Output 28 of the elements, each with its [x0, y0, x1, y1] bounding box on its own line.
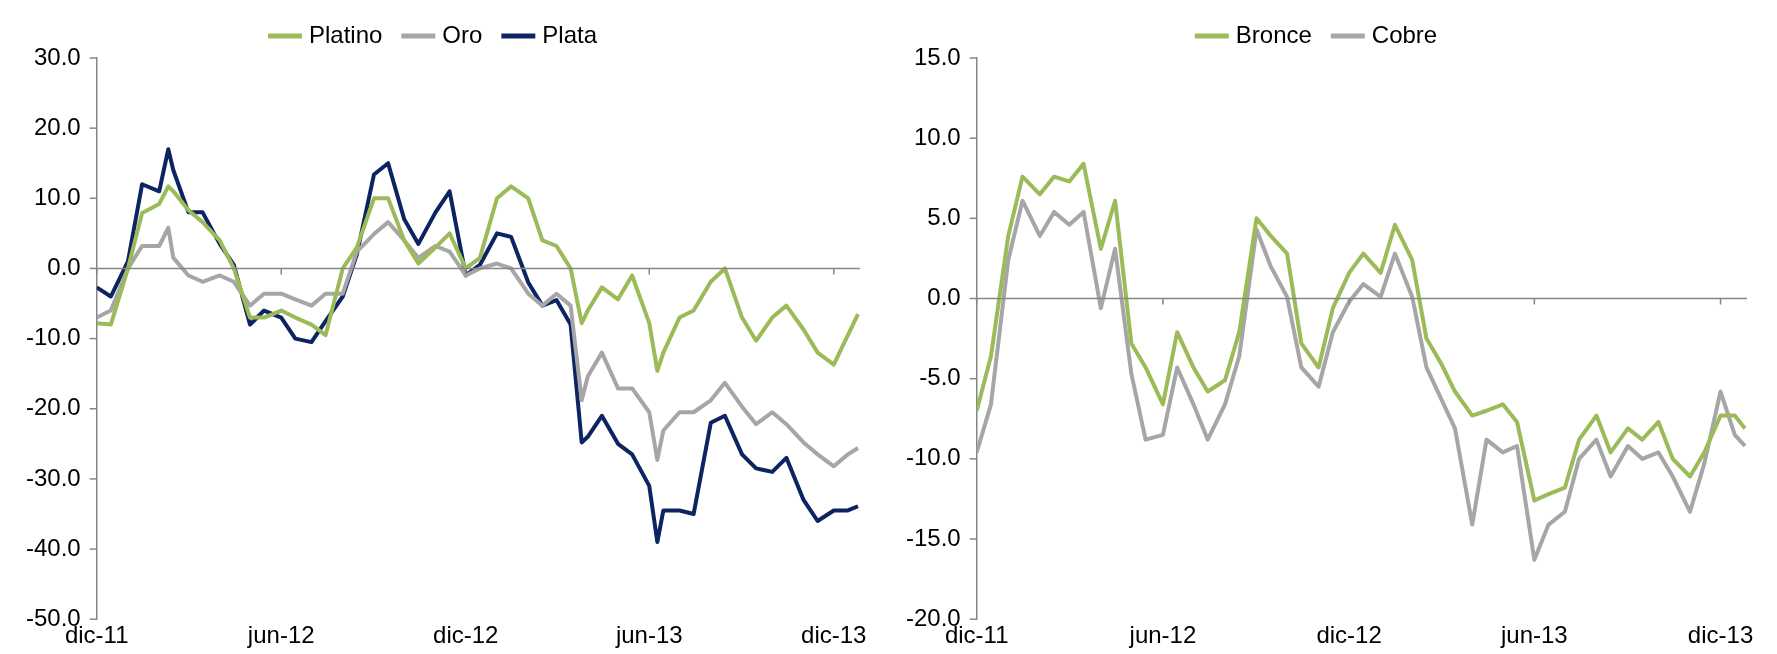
y-tick-label: -20.0: [26, 393, 81, 421]
y-tick-label: -40.0: [26, 533, 81, 561]
y-tick-label: 10.0: [913, 122, 961, 150]
legend-label: Platino: [308, 20, 383, 48]
y-tick-label: 0.0: [927, 283, 961, 311]
y-tick-label: 10.0: [33, 182, 81, 210]
legend-label: Bronce: [1235, 20, 1312, 48]
x-tick-label: jun-12: [1128, 621, 1197, 649]
y-tick-label: 5.0: [927, 202, 961, 230]
y-tick-label: 15.0: [913, 42, 961, 70]
x-tick-label: jun-13: [1499, 621, 1568, 649]
y-tick-label: -5.0: [919, 363, 961, 391]
x-tick-label: dic-12: [1316, 621, 1382, 649]
y-tick-label: 0.0: [47, 253, 81, 281]
x-tick-label: jun-12: [246, 621, 315, 649]
legend-label: Cobre: [1371, 20, 1438, 48]
y-tick-label: -30.0: [26, 463, 81, 491]
x-tick-label: dic-12: [433, 621, 499, 649]
y-tick-label: -10.0: [906, 443, 961, 471]
x-tick-label: dic-13: [801, 621, 867, 649]
y-tick-label: -10.0: [26, 323, 81, 351]
legend-label: Oro: [442, 20, 483, 48]
legend-label: Plata: [542, 20, 598, 48]
x-tick-label: dic-13: [1687, 621, 1754, 649]
y-tick-label: 20.0: [33, 112, 81, 140]
y-tick-label: -15.0: [906, 523, 961, 551]
y-tick-label: 30.0: [33, 42, 81, 70]
x-tick-label: jun-13: [614, 621, 683, 649]
